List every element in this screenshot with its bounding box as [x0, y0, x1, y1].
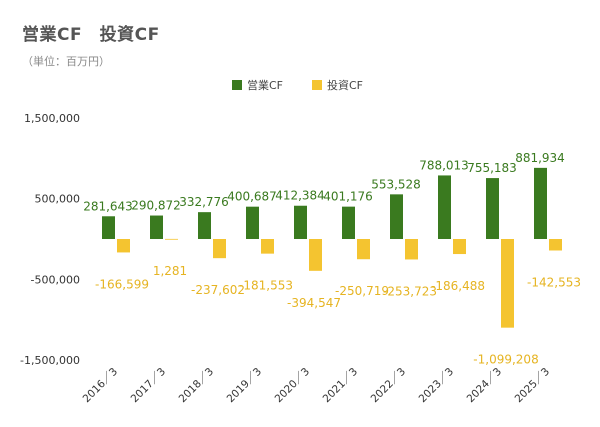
x-tick-label: 2016／3 — [81, 366, 121, 406]
operating-cf-label: 755,183 — [467, 161, 517, 175]
y-tick-label: -500,000 — [31, 273, 80, 286]
operating-cf-label: 788,013 — [419, 158, 469, 172]
investing-cf-label: -181,553 — [239, 279, 293, 293]
x-tick-label: 2023／3 — [417, 366, 457, 406]
operating-cf-label: 412,384 — [275, 189, 325, 203]
operating-cf-label: 281,643 — [83, 199, 133, 213]
operating-cf-label: 401,176 — [323, 190, 373, 204]
legend-label-1: 営業CF — [247, 78, 283, 92]
investing-cf-bar — [213, 239, 226, 259]
operating-cf-bar — [150, 215, 163, 239]
legend-label-2: 投資CF — [327, 78, 363, 92]
y-tick-label: 1,500,000 — [24, 112, 80, 125]
operating-cf-bar — [486, 178, 499, 239]
investing-cf-label: -186,488 — [431, 279, 485, 293]
investing-cf-label: -237,602 — [191, 283, 245, 297]
operating-cf-label: 881,934 — [515, 151, 565, 165]
operating-cf-label: 400,687 — [227, 190, 277, 204]
investing-cf-bar — [453, 239, 466, 255]
operating-cf-bar — [102, 216, 115, 239]
investing-cf-label: -142,553 — [527, 275, 581, 289]
x-tick-label: 2019／3 — [225, 366, 265, 406]
investing-cf-label: -394,547 — [287, 296, 341, 310]
investing-cf-bar — [357, 239, 370, 260]
investing-cf-bar — [117, 239, 130, 253]
x-tick-label: 2020／3 — [273, 366, 313, 406]
operating-cf-bar — [438, 175, 451, 239]
operating-cf-bar — [294, 205, 307, 239]
investing-cf-label: -253,723 — [383, 284, 437, 298]
operating-cf-label: 290,872 — [131, 199, 181, 213]
x-tick-label: 2022／3 — [369, 366, 409, 406]
x-tick-label: 2024／3 — [465, 366, 505, 406]
legend-swatch-1 — [232, 80, 242, 90]
investing-cf-bar — [405, 239, 418, 260]
unit-label: （単位：百万円） — [22, 55, 110, 68]
investing-cf-bar — [549, 239, 562, 251]
investing-cf-bar — [309, 239, 322, 271]
x-tick-label: 2017／3 — [129, 366, 169, 406]
investing-cf-label: 1,281 — [153, 264, 187, 278]
operating-cf-bar — [246, 206, 259, 239]
x-tick-label: 2025／3 — [513, 366, 553, 406]
investing-cf-bar — [165, 238, 178, 240]
chart-title: 営業CF 投資CF — [22, 25, 160, 45]
operating-cf-bar — [534, 167, 547, 239]
operating-cf-bar — [390, 194, 403, 239]
y-tick-label: 500,000 — [35, 193, 81, 206]
operating-cf-bar — [342, 206, 355, 239]
operating-cf-label: 332,776 — [179, 195, 229, 209]
investing-cf-label: -250,719 — [335, 284, 389, 298]
investing-cf-bar — [261, 239, 274, 254]
x-tick-label: 2018／3 — [177, 366, 217, 406]
investing-cf-label: -166,599 — [95, 277, 149, 291]
operating-cf-bar — [198, 212, 211, 239]
x-tick-label: 2021／3 — [321, 366, 361, 406]
investing-cf-label: -1,099,208 — [473, 353, 538, 367]
investing-cf-bar — [501, 239, 514, 328]
y-tick-label: -1,500,000 — [20, 354, 80, 367]
operating-cf-label: 553,528 — [371, 177, 421, 191]
legend-swatch-2 — [312, 80, 322, 90]
